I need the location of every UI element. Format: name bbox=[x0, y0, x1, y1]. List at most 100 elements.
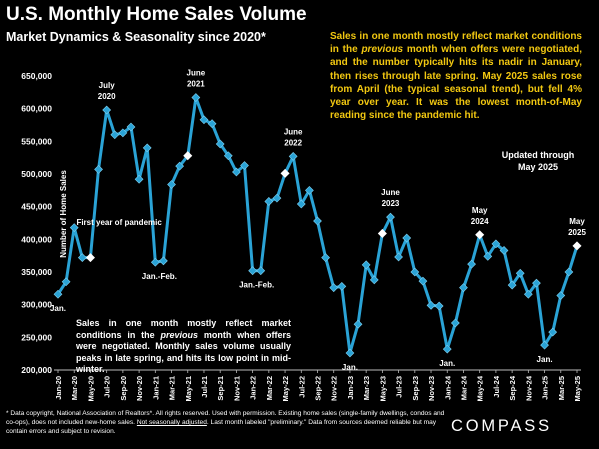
x-tick-label: Jul-24 bbox=[492, 375, 501, 398]
data-point bbox=[564, 267, 574, 277]
data-point bbox=[272, 193, 282, 203]
annotation-label: Jan. bbox=[50, 304, 66, 313]
x-tick-label: Mar-20 bbox=[70, 376, 79, 400]
note-bottom-part-3: month when offers were negotiated. Month… bbox=[76, 329, 292, 375]
x-tick-label: Nov-23 bbox=[427, 376, 436, 401]
data-point bbox=[240, 161, 249, 170]
data-point bbox=[459, 283, 468, 293]
data-point bbox=[418, 276, 428, 286]
x-tick-label: Mar-24 bbox=[459, 375, 468, 400]
data-point bbox=[394, 252, 403, 262]
note-bottom-part-1: Sales in one month mostly reflect market… bbox=[76, 318, 291, 340]
data-point bbox=[199, 115, 209, 125]
data-point bbox=[175, 161, 185, 171]
note-top-part-3: month when offers were negotiated, and t… bbox=[330, 44, 582, 122]
x-tick-label: Sep-22 bbox=[314, 376, 323, 401]
annotation-label: 2024 bbox=[471, 217, 489, 226]
x-tick-label: May-24 bbox=[476, 375, 485, 401]
footer-part-1: * Data copyright, National Association o… bbox=[6, 410, 445, 426]
data-point bbox=[102, 105, 112, 115]
y-tick-label: 650,000 bbox=[21, 71, 52, 81]
note-top-part-2: previous bbox=[361, 44, 404, 56]
data-point bbox=[548, 327, 558, 337]
data-point bbox=[118, 128, 128, 138]
data-point bbox=[77, 253, 87, 263]
data-point bbox=[556, 291, 566, 300]
annotation-label: Jan. bbox=[537, 355, 553, 364]
note-top-part-1: Sales in one month mostly reflect market… bbox=[330, 31, 582, 56]
annotation-label: May bbox=[472, 206, 488, 215]
data-point bbox=[167, 180, 176, 189]
data-point bbox=[223, 151, 233, 161]
data-point bbox=[467, 259, 476, 269]
compass-logo: COMPASS bbox=[451, 417, 552, 435]
data-point bbox=[94, 165, 103, 174]
x-tick-label: Nov-22 bbox=[330, 376, 339, 401]
highlight-point bbox=[572, 241, 582, 251]
data-point bbox=[191, 93, 201, 102]
x-tick-label: Sep-23 bbox=[411, 376, 420, 401]
x-tick-label: Jan-24 bbox=[443, 375, 452, 400]
data-point bbox=[337, 281, 347, 291]
y-tick-label: 600,000 bbox=[21, 104, 52, 114]
data-point bbox=[110, 130, 120, 140]
chart-title: U.S. Monthly Home Sales Volume bbox=[6, 4, 307, 25]
data-point bbox=[345, 348, 355, 358]
y-tick-label: 350,000 bbox=[21, 267, 52, 277]
data-point bbox=[523, 289, 533, 299]
data-point bbox=[515, 268, 525, 278]
data-point bbox=[296, 199, 306, 209]
data-point bbox=[369, 275, 379, 285]
footer-disclaimer: * Data copyright, National Association o… bbox=[6, 409, 446, 436]
data-point bbox=[126, 122, 136, 132]
x-tick-label: May-23 bbox=[378, 376, 387, 401]
highlight-point bbox=[85, 253, 95, 263]
note-bottom-part-2: previous bbox=[160, 329, 199, 340]
data-point bbox=[483, 251, 493, 261]
x-tick-label: Nov-21 bbox=[232, 376, 241, 401]
annotation-label: 2025 bbox=[568, 228, 586, 237]
x-tick-label: Mar-22 bbox=[265, 376, 274, 400]
data-point bbox=[264, 197, 274, 206]
footer-part-3: . Last month labeled "preliminary." Data… bbox=[6, 419, 437, 435]
data-point bbox=[256, 266, 266, 276]
data-point bbox=[288, 151, 298, 161]
data-point bbox=[142, 143, 152, 153]
x-tick-label: Jul-22 bbox=[297, 376, 306, 398]
x-tick-label: Jul-21 bbox=[200, 376, 209, 398]
x-tick-label: Mar-25 bbox=[557, 376, 566, 400]
x-tick-label: May-20 bbox=[86, 376, 95, 401]
x-tick-label: May-21 bbox=[184, 376, 193, 401]
updated-line-1: Updated through bbox=[501, 150, 575, 160]
data-point bbox=[434, 301, 444, 311]
annotation-label: 2022 bbox=[284, 138, 302, 147]
annotation-label: Jan. bbox=[439, 359, 455, 368]
data-point bbox=[353, 319, 363, 329]
data-point bbox=[442, 344, 452, 354]
data-point bbox=[232, 167, 241, 177]
data-point bbox=[248, 266, 258, 276]
annotation-label: Jan.-Feb. bbox=[142, 272, 177, 281]
data-point bbox=[61, 277, 71, 287]
x-tick-label: Sep-24 bbox=[508, 375, 517, 400]
data-point bbox=[450, 318, 460, 328]
annotation-label: June bbox=[284, 127, 303, 136]
data-point bbox=[159, 256, 168, 266]
x-tick-label: Jan-23 bbox=[346, 376, 355, 400]
x-tick-label: Jan-20 bbox=[54, 376, 63, 400]
x-tick-label: Jul-20 bbox=[103, 376, 112, 398]
footer-part-2: Not seasonally adjusted bbox=[136, 419, 207, 426]
annotation-label: May bbox=[569, 217, 585, 226]
data-point bbox=[207, 119, 217, 129]
x-tick-label: Mar-23 bbox=[362, 376, 371, 400]
data-point bbox=[532, 278, 541, 288]
y-tick-label: 550,000 bbox=[21, 136, 52, 146]
x-tick-label: Nov-20 bbox=[135, 376, 144, 401]
seasonality-note-top: Sales in one month mostly reflect market… bbox=[330, 30, 582, 122]
data-point bbox=[491, 239, 501, 249]
annotation-label: July bbox=[99, 81, 116, 90]
data-point bbox=[507, 280, 517, 290]
data-point bbox=[540, 340, 549, 350]
y-tick-label: 250,000 bbox=[21, 332, 52, 342]
